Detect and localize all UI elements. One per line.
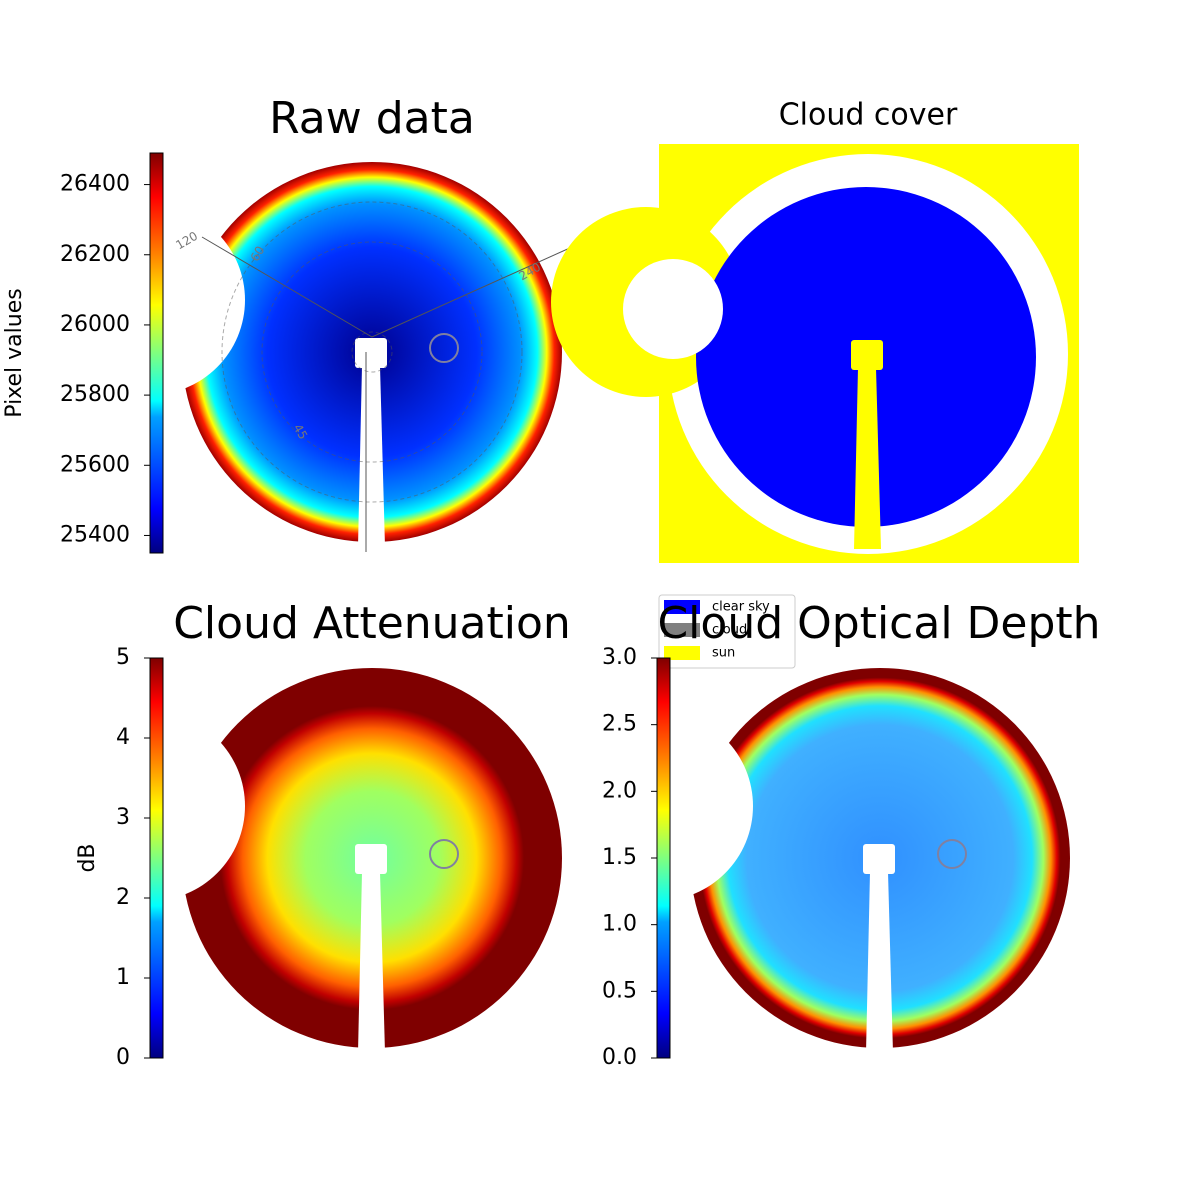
legend-swatch xyxy=(664,646,700,660)
colorbar-tick-label: 2.0 xyxy=(602,778,637,803)
colorbar-label: Pixel values xyxy=(2,288,27,417)
colorbar-tick-label: 25600 xyxy=(60,452,130,477)
image-cutout xyxy=(623,259,723,359)
colorbar-tick-label: 25400 xyxy=(60,522,130,547)
colorbar xyxy=(149,657,164,1059)
polar-circle xyxy=(221,201,523,503)
colorbar-tick-label: 0 xyxy=(116,1045,130,1070)
colorbar xyxy=(149,152,164,554)
sun-mast xyxy=(851,340,883,370)
colorbar-tick-label: 26000 xyxy=(60,312,130,337)
polar-circle xyxy=(351,331,393,373)
colorbar-tick-label: 5 xyxy=(116,645,130,670)
panel-title: Cloud cover xyxy=(779,98,958,133)
sun-spot xyxy=(429,333,459,363)
colorbar-tick-label: 0.0 xyxy=(602,1045,637,1070)
image-cutout xyxy=(172,502,232,562)
camera-mast xyxy=(355,338,387,368)
legend-label: clear sky xyxy=(712,600,770,615)
image-cutout xyxy=(680,1008,740,1068)
image-cutout xyxy=(172,1008,232,1068)
colorbar-tick-label: 0.5 xyxy=(602,978,637,1003)
sun-spot xyxy=(937,839,967,869)
polar-axis xyxy=(201,236,573,338)
colorbar xyxy=(656,657,671,1059)
colorbar-tick-label: 2.5 xyxy=(602,712,637,737)
panel-title: Cloud Attenuation xyxy=(173,598,571,649)
camera-mast xyxy=(358,872,385,1053)
legend-swatch xyxy=(664,623,700,637)
camera-mast xyxy=(866,872,893,1053)
colorbar-tick-label: 1.5 xyxy=(602,845,637,870)
colorbar-tick-label: 4 xyxy=(116,725,130,750)
colorbar-tick-label: 3.0 xyxy=(602,645,637,670)
polar-grid xyxy=(201,201,573,552)
polar-label: 60 xyxy=(248,244,268,264)
colorbar-tick-label: 26400 xyxy=(60,172,130,197)
polar-label: 45 xyxy=(291,422,311,442)
colorbar-tick-label: 25800 xyxy=(60,382,130,407)
sun-spot xyxy=(429,839,459,869)
colorbar-tick-label: 2 xyxy=(116,885,130,910)
colorbar-tick-label: 1 xyxy=(116,965,130,990)
colorbar-tick-label: 3 xyxy=(116,805,130,830)
legend-label: sun xyxy=(712,646,735,661)
colorbar-tick-label: 1.0 xyxy=(602,912,637,937)
colorbar-tick-label: 26200 xyxy=(60,242,130,267)
panel-title: Raw data xyxy=(269,93,475,144)
camera-mast xyxy=(358,366,385,547)
colorbar-label: dB xyxy=(75,843,100,872)
panel-title: Cloud Optical Depth xyxy=(657,598,1100,649)
sun-mast xyxy=(854,368,881,549)
camera-mast xyxy=(863,844,895,874)
camera-mast xyxy=(355,844,387,874)
legend-label: cloud xyxy=(712,623,747,638)
polar-circle xyxy=(261,241,483,463)
legend-swatch xyxy=(664,600,700,614)
